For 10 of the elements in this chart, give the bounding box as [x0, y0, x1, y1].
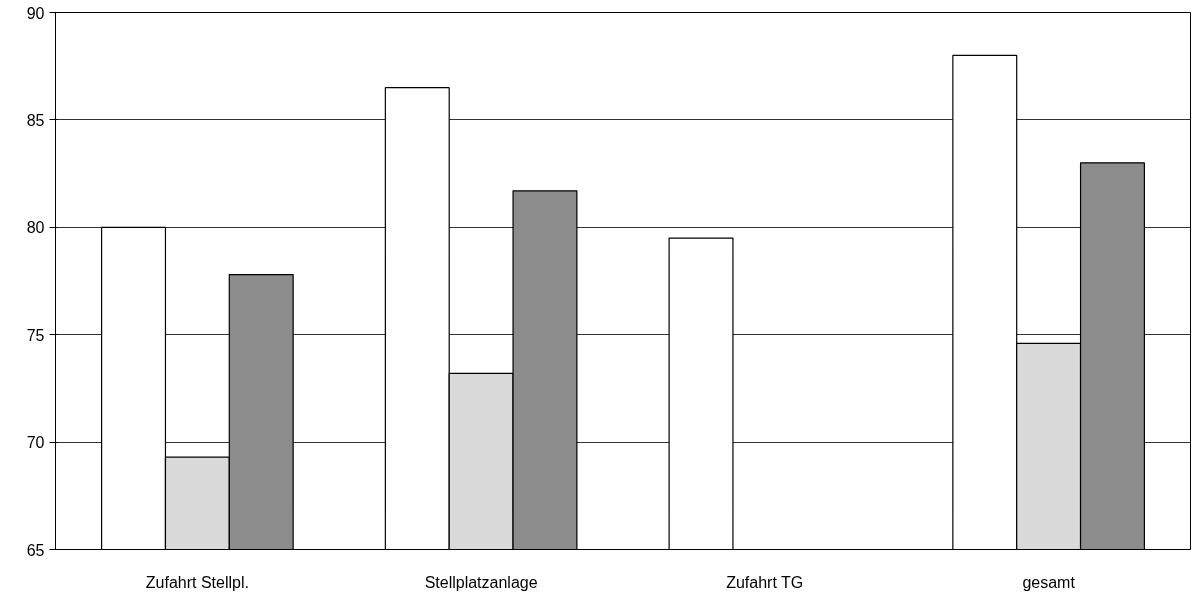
x-tick-label: Zufahrt TG	[726, 573, 804, 591]
y-tick-label: 80	[26, 219, 45, 237]
x-tick-label: Zufahrt Stellpl.	[145, 573, 249, 591]
x-tick-label: gesamt	[1022, 573, 1076, 591]
y-tick-label: 90	[26, 4, 45, 22]
x-tick-label: Stellplatzanlage	[424, 573, 538, 591]
y-tick-label: 70	[26, 434, 45, 452]
y-tick-label: 65	[26, 541, 45, 559]
y-tick-label: 75	[26, 326, 45, 344]
y-tick-label: 85	[26, 111, 45, 129]
